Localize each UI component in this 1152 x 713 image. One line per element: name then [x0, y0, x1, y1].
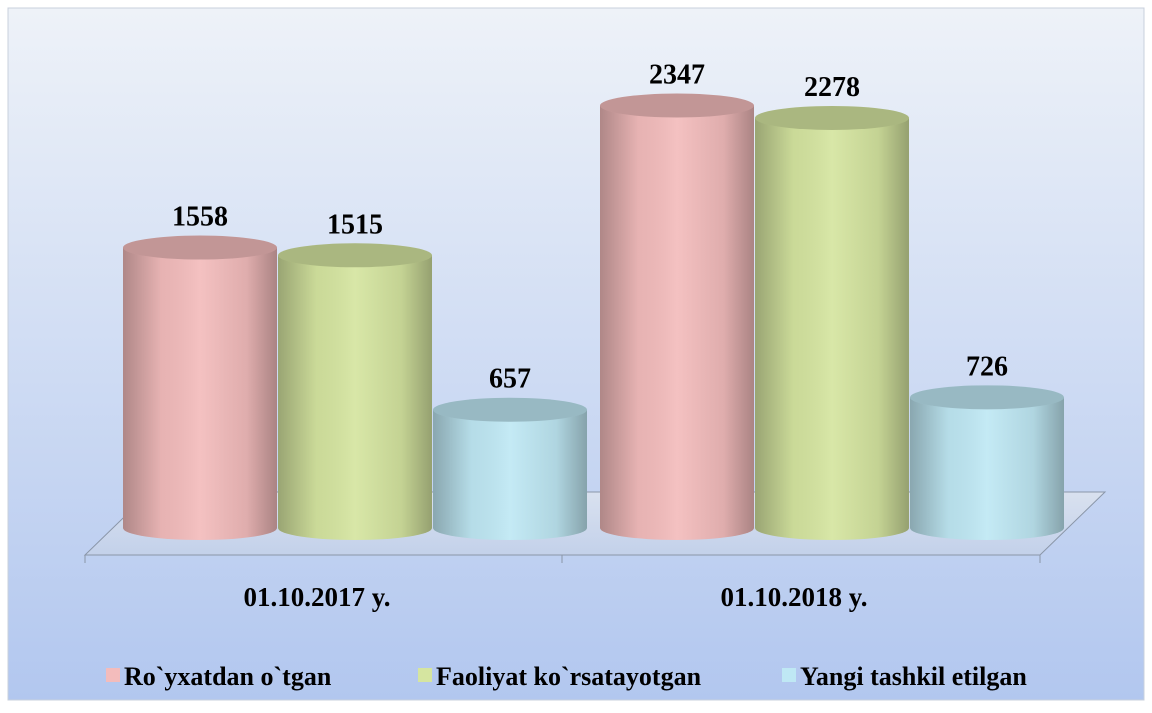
- cylinder-shade: [600, 105, 754, 540]
- data-label: 2347: [649, 60, 705, 91]
- legend-swatch: [418, 668, 432, 682]
- x-tick-label: 01.10.2017 y.: [243, 582, 390, 612]
- data-label: 657: [489, 364, 531, 395]
- cylinder-top: [755, 105, 909, 130]
- cylinder-top-shade: [910, 385, 1064, 410]
- cylinder-shade: [755, 117, 909, 541]
- cylinder-top-shade: [755, 105, 909, 130]
- cylinder-shade: [123, 247, 277, 540]
- cylinder-top: [433, 397, 587, 422]
- cylinder-top: [278, 243, 432, 268]
- x-tick-label: 01.10.2018 y.: [720, 582, 867, 612]
- cylinder-top-shade: [123, 235, 277, 260]
- cylinder-shade: [910, 397, 1064, 540]
- legend-swatch: [106, 668, 120, 682]
- data-label: 1515: [327, 209, 383, 240]
- cylinder-top-shade: [433, 397, 587, 422]
- data-label: 2278: [804, 72, 860, 103]
- data-label: 726: [966, 351, 1008, 382]
- legend-label: Faoliyat ko`rsatayotgan: [436, 662, 702, 691]
- cylinder-shade: [278, 255, 432, 541]
- legend-label: Yangi tashkil etilgan: [800, 662, 1027, 691]
- cylinder-top-shade: [600, 93, 754, 118]
- cylinder-top-shade: [278, 243, 432, 268]
- cylinder-top: [600, 93, 754, 118]
- cylinder-top: [910, 385, 1064, 410]
- legend-swatch: [782, 668, 796, 682]
- data-label: 1558: [172, 202, 228, 233]
- cylinder-top: [123, 235, 277, 260]
- legend-label: Ro`yxatdan o`tgan: [124, 662, 332, 691]
- cylinder-shade: [433, 409, 587, 540]
